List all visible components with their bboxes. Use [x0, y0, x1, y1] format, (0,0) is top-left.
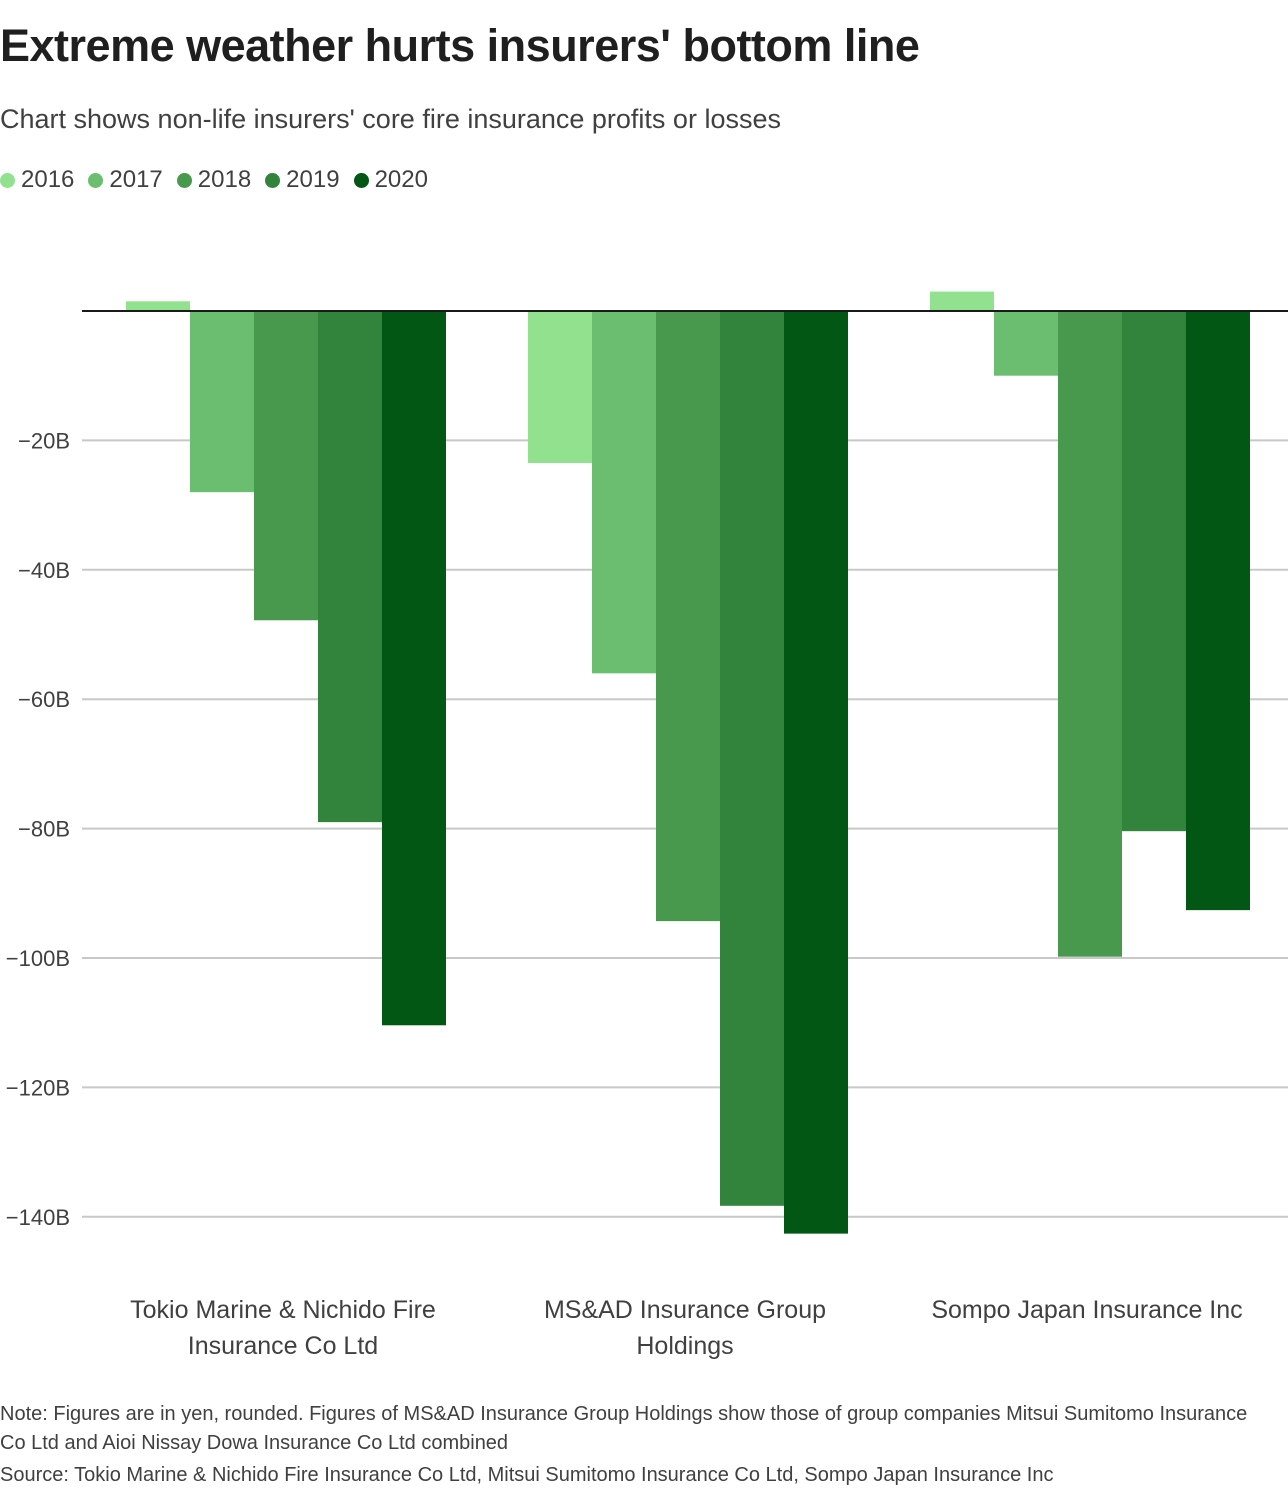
y-axis-ticks: −20B −40B −60B −80B −100B −120B −140B [6, 428, 70, 1229]
bar-2016-0 [126, 301, 190, 311]
category-label-line: Holdings [636, 1332, 733, 1360]
bar-2020-0 [382, 311, 446, 1026]
legend: 2016 2017 2018 2019 2020 [0, 166, 442, 194]
bar-2018-1 [656, 311, 720, 922]
category-label: Tokio Marine & Nichido Fire Insurance Co … [130, 1296, 436, 1360]
bar-chart: −20B −40B −60B −80B −100B −120B −140B Tokio Ma… [6, 291, 1288, 1360]
y-tick-label: −80B [18, 817, 70, 842]
category-label-line: Tokio Marine & Nichido Fire [130, 1296, 436, 1324]
legend-dot-icon [0, 172, 15, 188]
bar-2019-2 [1122, 311, 1186, 832]
legend-label: 2019 [286, 166, 340, 193]
bar-2017-0 [190, 311, 254, 493]
bar-2020-2 [1186, 311, 1250, 911]
category-label: Sompo Japan Insurance Inc [931, 1296, 1242, 1324]
legend-item-2017: 2017 [88, 166, 163, 194]
category-label-line: Sompo Japan Insurance Inc [931, 1296, 1242, 1324]
legend-item-2020: 2020 [353, 166, 428, 194]
legend-label: 2017 [109, 166, 163, 193]
legend-item-2019: 2019 [265, 166, 340, 194]
chart-note: Note: Figures are in yen, rounded. Figur… [0, 1403, 1248, 1454]
chart-source: Source: Tokio Marine & Nichido Fire Insu… [0, 1464, 1054, 1486]
bar-2020-1 [784, 311, 848, 1234]
x-axis-category-labels: Tokio Marine & Nichido Fire Insurance Co … [130, 1296, 1242, 1360]
bars [126, 291, 1250, 1234]
y-tick-label: −40B [18, 558, 70, 583]
bar-2018-2 [1058, 311, 1122, 957]
y-tick-label: −120B [6, 1075, 70, 1100]
bar-2019-1 [720, 311, 784, 1206]
bar-2018-0 [254, 311, 318, 621]
legend-dot-icon [265, 172, 281, 188]
legend-label: 2020 [374, 166, 428, 193]
bar-2016-1 [528, 311, 592, 464]
chart-title: Extreme weather hurts insurers' bottom l… [0, 20, 920, 71]
category-label: MS&AD Insurance Group Holdings [544, 1296, 826, 1360]
category-label-line: Insurance Co Ltd [188, 1332, 378, 1360]
y-tick-label: −100B [6, 946, 70, 971]
bar-2017-1 [592, 311, 656, 674]
legend-item-2018: 2018 [176, 166, 252, 194]
y-tick-label: −60B [18, 687, 70, 712]
legend-label: 2018 [197, 166, 252, 193]
legend-dot-icon [353, 172, 369, 188]
bar-2017-2 [994, 311, 1058, 376]
legend-dot-icon [88, 172, 104, 188]
legend-item-2016: 2016 [0, 166, 74, 194]
bar-2019-0 [318, 311, 382, 823]
chart-subtitle: Chart shows non-life insurers' core fire… [0, 104, 781, 134]
y-tick-label: −140B [6, 1205, 70, 1230]
bar-2016-2 [930, 291, 994, 311]
legend-label: 2016 [21, 166, 75, 193]
legend-dot-icon [176, 172, 192, 188]
category-label-line: MS&AD Insurance Group [544, 1296, 826, 1324]
y-tick-label: −20B [18, 428, 70, 453]
